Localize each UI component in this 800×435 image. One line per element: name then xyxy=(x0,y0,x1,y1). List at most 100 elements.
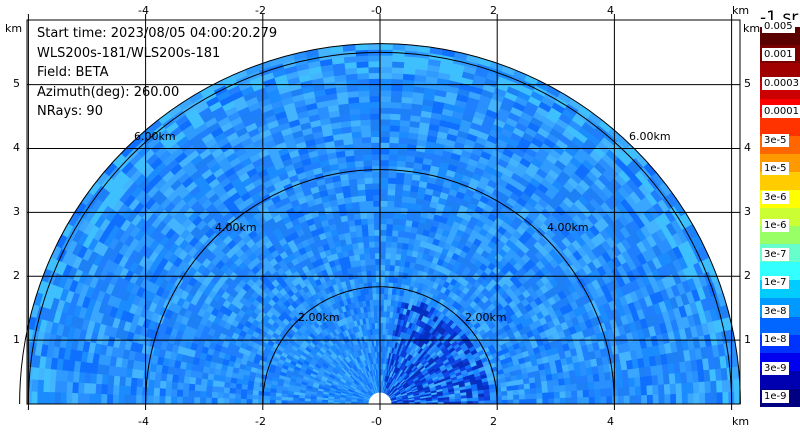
data-cell xyxy=(652,384,660,395)
data-cell xyxy=(363,165,373,173)
data-cell xyxy=(379,176,389,184)
data-cell xyxy=(389,258,396,266)
data-cell xyxy=(359,212,368,220)
data-cell xyxy=(374,264,381,271)
data-cell xyxy=(395,247,403,255)
data-cell xyxy=(371,176,381,184)
data-cell xyxy=(394,253,402,261)
data-cell xyxy=(385,229,393,237)
data-cell xyxy=(388,264,395,272)
data-cell xyxy=(641,394,648,404)
data-cell xyxy=(368,246,376,254)
data-cell xyxy=(379,194,388,202)
data-cell xyxy=(722,391,730,404)
data-cell xyxy=(379,130,390,138)
data-cell xyxy=(577,396,584,404)
data-cell xyxy=(634,385,642,396)
data-cell xyxy=(548,397,555,404)
data-cell xyxy=(388,148,399,156)
data-cell xyxy=(365,194,374,202)
data-cell xyxy=(571,396,578,404)
data-cell xyxy=(379,124,391,132)
data-cell xyxy=(594,388,602,397)
data-cell xyxy=(698,380,706,394)
data-cell xyxy=(693,392,701,404)
data-cell xyxy=(536,397,544,404)
data-cell xyxy=(393,264,400,272)
data-cell xyxy=(657,373,665,385)
data-cell xyxy=(358,95,370,103)
data-cell xyxy=(518,388,526,395)
data-cell xyxy=(385,217,394,225)
data-cell xyxy=(379,299,385,306)
data-cell xyxy=(366,217,375,225)
data-cell xyxy=(399,119,411,127)
data-cell xyxy=(351,136,363,145)
data-cell xyxy=(564,383,572,392)
data-cell xyxy=(396,154,407,162)
data-cell xyxy=(379,153,390,161)
data-cell xyxy=(635,394,642,404)
data-cell xyxy=(379,240,387,248)
data-cell xyxy=(599,387,607,397)
data-cell xyxy=(681,382,689,394)
data-cell xyxy=(379,142,390,149)
data-cell xyxy=(374,269,381,277)
data-cell xyxy=(384,258,391,266)
data-cell xyxy=(716,391,724,404)
data-cell xyxy=(362,159,373,167)
data-cell xyxy=(362,235,369,243)
data-cell xyxy=(386,194,395,202)
data-cell xyxy=(369,252,376,260)
data-cell xyxy=(388,153,398,161)
data-cell xyxy=(382,310,387,318)
data-cell xyxy=(351,201,360,209)
data-cell xyxy=(394,183,404,191)
data-cell xyxy=(397,136,409,145)
data-cell xyxy=(357,189,366,197)
data-cell xyxy=(379,89,392,97)
data-cell xyxy=(379,188,388,196)
data-cell xyxy=(399,212,408,221)
data-cell xyxy=(547,385,555,393)
data-cell xyxy=(383,287,389,295)
data-cell xyxy=(379,78,392,85)
data-cell xyxy=(360,136,372,144)
data-cell xyxy=(376,304,381,312)
data-cell xyxy=(368,83,381,91)
data-cell xyxy=(391,60,405,69)
data-cell xyxy=(371,165,381,172)
data-cell xyxy=(524,393,532,400)
data-cell xyxy=(379,246,386,254)
data-cell xyxy=(617,386,625,397)
data-cell xyxy=(652,393,660,404)
data-cell xyxy=(362,241,370,249)
data-cell xyxy=(563,376,572,385)
data-cell xyxy=(395,171,405,179)
data-cell xyxy=(379,235,387,242)
data-cell xyxy=(370,142,381,149)
data-cell xyxy=(387,159,398,167)
data-cell xyxy=(389,107,402,115)
data-cell xyxy=(391,66,404,74)
data-cell xyxy=(379,206,388,213)
data-cell xyxy=(379,275,385,283)
data-cell xyxy=(379,101,391,109)
data-cell xyxy=(576,382,584,391)
data-cell xyxy=(646,394,654,404)
data-cell xyxy=(370,270,376,277)
data-cell xyxy=(388,130,400,138)
data-cell xyxy=(605,387,613,397)
data-cell xyxy=(390,247,397,255)
data-cell xyxy=(629,394,637,404)
data-cell xyxy=(565,390,573,398)
data-cell xyxy=(593,380,601,390)
data-cell xyxy=(710,380,718,393)
data-cell xyxy=(390,84,403,92)
data-cell xyxy=(370,153,381,161)
data-cell xyxy=(367,66,381,74)
data-cell xyxy=(370,136,381,143)
data-cell xyxy=(379,107,391,114)
data-cell xyxy=(379,43,393,50)
data-cell xyxy=(472,400,480,404)
